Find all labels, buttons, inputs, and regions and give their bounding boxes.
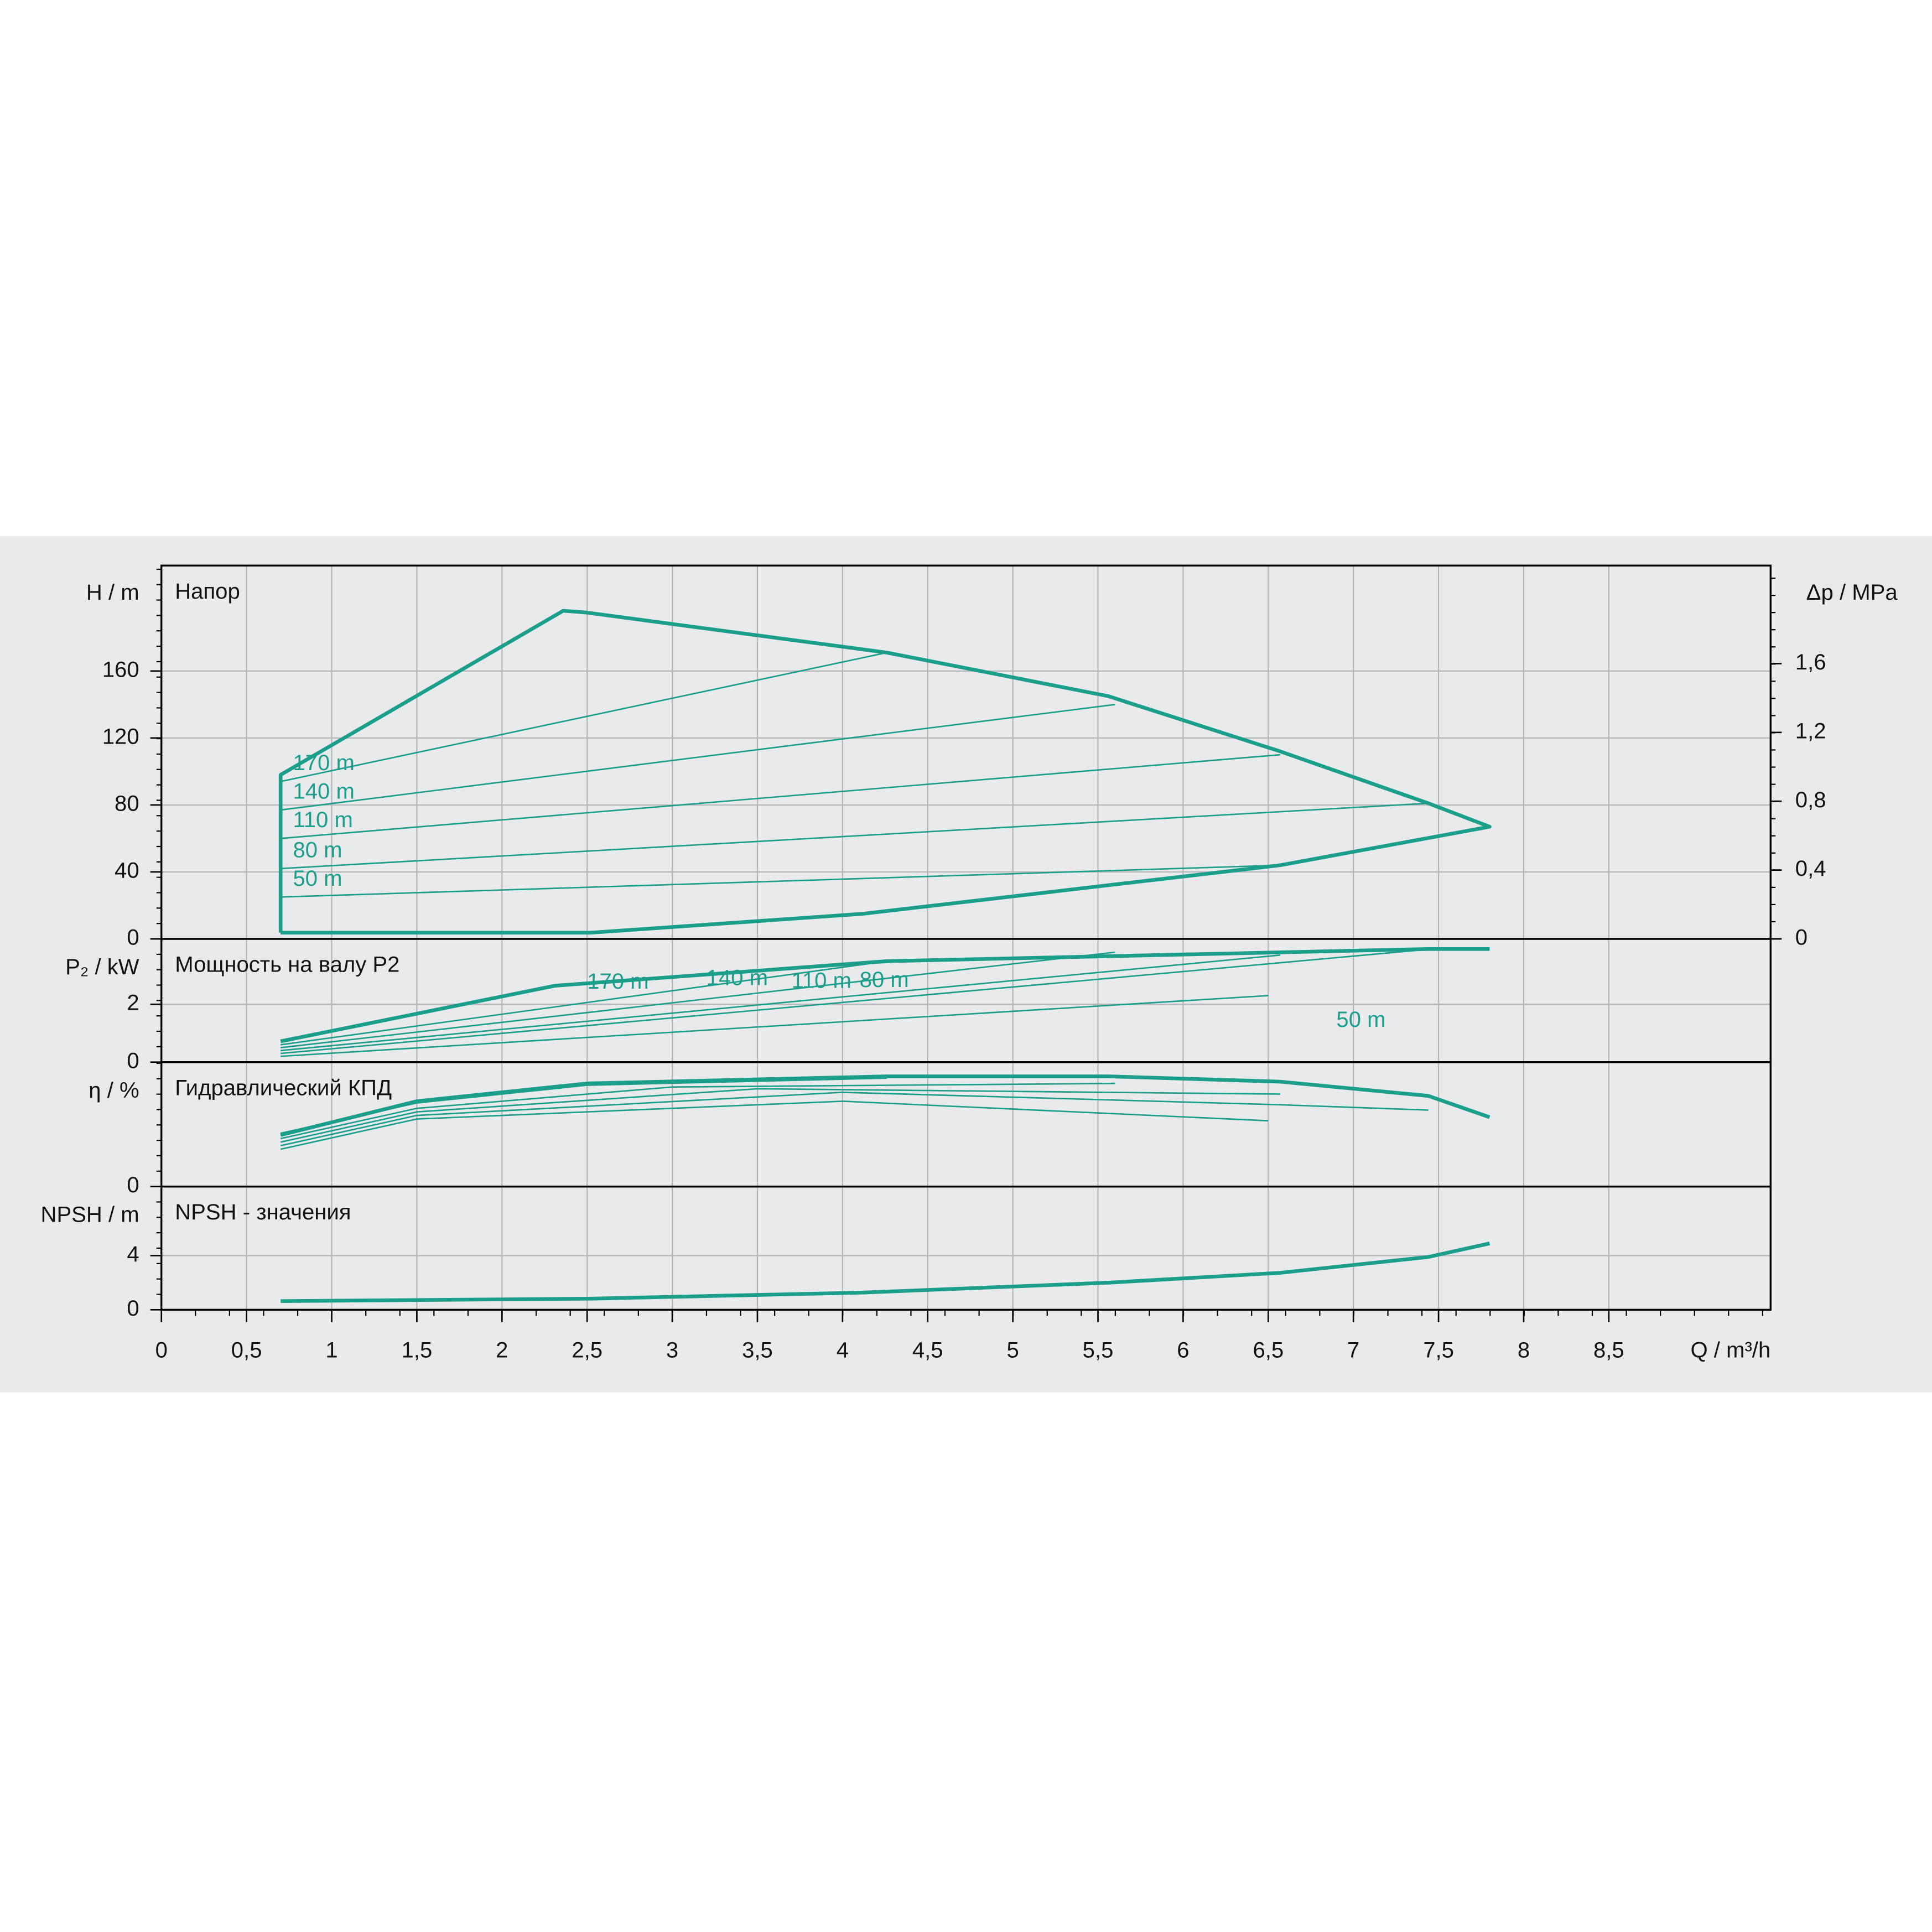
series-line	[281, 704, 1115, 811]
panel-title: NPSH - значения	[175, 1200, 351, 1224]
series-line	[280, 947, 1490, 1043]
chart-background	[0, 536, 1932, 1393]
series-line	[281, 864, 1280, 898]
series-label: 110 m	[792, 969, 851, 993]
y-tick-label: 4	[127, 1242, 139, 1266]
y-tick-label: 0	[127, 1173, 139, 1197]
series-label: 140 m	[707, 966, 768, 990]
y-tick-label: 160	[102, 657, 139, 682]
x-tick-label: 6,5	[1253, 1338, 1284, 1363]
panel-title: Гидравлический КПД	[175, 1076, 392, 1100]
y-tick-label: 0	[127, 1048, 139, 1073]
y2-tick-label: 1,6	[1795, 650, 1826, 674]
x-tick-label: 4,5	[912, 1338, 943, 1363]
panel-title: Напор	[175, 579, 240, 604]
y2-tick-label: 0	[1795, 926, 1808, 950]
x-tick-label: 1,5	[402, 1338, 433, 1363]
y-tick-label: 80	[115, 792, 139, 816]
y-tick-label: 0	[127, 926, 139, 950]
x-tick-label: 2,5	[572, 1338, 603, 1363]
series-line	[281, 802, 1429, 870]
y-tick-label: 120	[102, 724, 139, 749]
y2-tick-label: 0,8	[1795, 788, 1826, 812]
series-line	[280, 652, 887, 782]
series-line	[281, 960, 887, 1046]
series-line	[280, 1088, 1280, 1143]
x-tick-label: 6	[1177, 1338, 1189, 1363]
series-label: 50 m	[293, 866, 342, 891]
series-label: 80 m	[293, 838, 342, 862]
series-label: 140 m	[293, 779, 354, 803]
series-label: 170 m	[587, 969, 648, 994]
y-tick-label: 2	[127, 991, 139, 1015]
series-label: 170 m	[293, 751, 354, 775]
series-line	[278, 609, 1492, 935]
y-axis-label: NPSH / m	[41, 1203, 139, 1227]
series-label: 50 m	[1336, 1007, 1385, 1032]
y-axis-label: P₂ / kW	[65, 955, 139, 979]
x-tick-label: 3	[666, 1338, 678, 1363]
series-line	[280, 1082, 1115, 1140]
panel-title: Мощность на валу P2	[175, 953, 399, 977]
x-tick-label: 7	[1347, 1338, 1359, 1363]
series-line	[280, 1077, 887, 1134]
y-axis-label: H / m	[86, 580, 139, 605]
series-label: 110 m	[293, 808, 352, 832]
series-line	[281, 954, 1280, 1052]
series-line	[280, 1092, 1429, 1147]
series-label: 80 m	[860, 968, 909, 992]
y-tick-label: 0	[127, 1296, 139, 1321]
series-line	[281, 995, 1269, 1057]
series-line	[281, 1242, 1490, 1303]
x-tick-label: 8,5	[1593, 1338, 1624, 1363]
x-tick-label: 3,5	[742, 1338, 773, 1363]
x-tick-label: 8	[1518, 1338, 1530, 1363]
x-tick-label: 2	[496, 1338, 508, 1363]
x-tick-label: 1	[325, 1338, 337, 1363]
series-line	[280, 1100, 1269, 1150]
y-axis-label: η / %	[89, 1078, 139, 1103]
y-tick-label: 40	[115, 859, 139, 883]
x-tick-label: 5	[1006, 1338, 1019, 1363]
y2-tick-label: 0,4	[1795, 856, 1826, 881]
panel-frame	[160, 1185, 1772, 1311]
series-line	[281, 951, 1115, 1048]
series-line	[280, 1074, 1490, 1137]
series-line	[281, 948, 1429, 1055]
x-tick-label: 7,5	[1423, 1338, 1454, 1363]
y2-tick-label: 1,2	[1795, 719, 1826, 743]
x-tick-label: 0,5	[231, 1338, 262, 1363]
y2-axis-label: Δp / MPa	[1806, 580, 1898, 605]
x-tick-label: 4	[837, 1338, 849, 1363]
x-tick-label: 5,5	[1083, 1338, 1114, 1363]
x-axis-label: Q / m³/h	[1691, 1338, 1771, 1363]
series-line	[281, 754, 1280, 839]
x-tick-label: 0	[155, 1338, 168, 1363]
